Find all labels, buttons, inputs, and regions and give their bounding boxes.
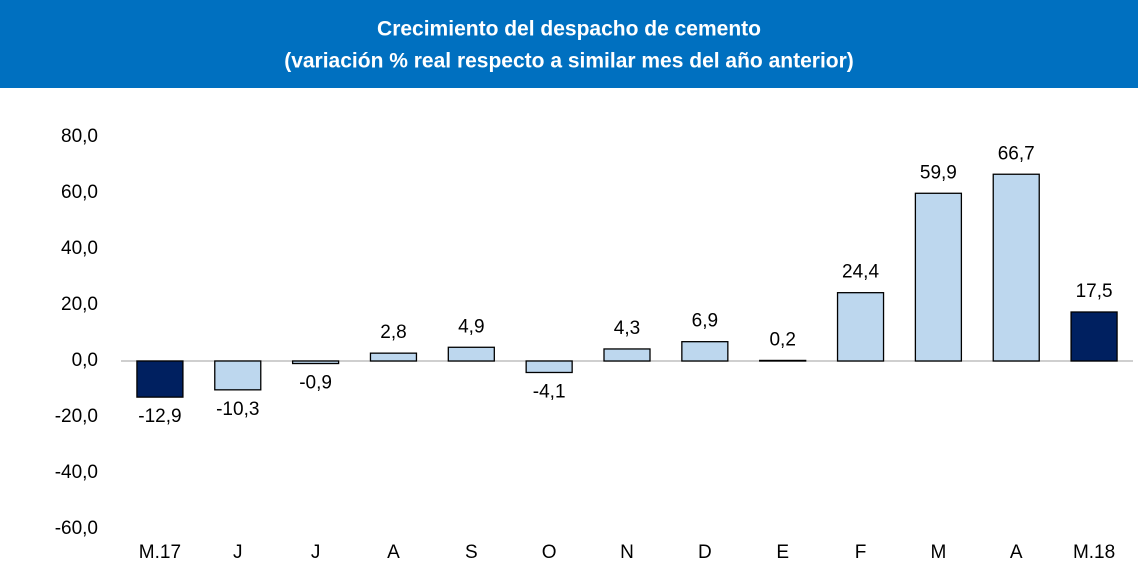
value-label: 17,5: [1076, 281, 1113, 302]
x-tick-label: J: [311, 542, 321, 563]
y-tick-label: 20,0: [61, 294, 98, 315]
value-label: 4,3: [614, 318, 640, 339]
value-label: 0,2: [769, 329, 795, 350]
x-tick-label: S: [465, 542, 478, 563]
x-tick-label: O: [542, 542, 557, 563]
value-label: 66,7: [998, 143, 1035, 164]
bar: [447, 346, 495, 362]
bar: [836, 292, 885, 362]
bar: [992, 173, 1040, 362]
y-tick-label: -40,0: [55, 462, 98, 483]
x-tick-label: M.17: [139, 542, 181, 563]
value-label: 24,4: [842, 262, 879, 283]
y-tick-label: -20,0: [55, 406, 98, 427]
x-tick-label: A: [387, 542, 400, 563]
y-tick-label: 0,0: [72, 350, 98, 371]
value-label: 6,9: [692, 311, 718, 332]
x-tick-label: D: [698, 542, 712, 563]
x-tick-label: J: [233, 542, 243, 563]
chart-subtitle: (variación % real respecto a similar mes…: [284, 50, 854, 73]
y-tick-label: -60,0: [55, 518, 98, 539]
x-tick-label: N: [620, 542, 634, 563]
chart-title: Crecimiento del despacho de cemento: [377, 18, 761, 41]
y-tick-label: 40,0: [61, 238, 98, 259]
x-tick-label: F: [855, 542, 867, 563]
value-label: -10,3: [216, 399, 259, 420]
x-tick-label: A: [1010, 542, 1023, 563]
bar: [136, 360, 184, 398]
bar: [525, 360, 573, 374]
bar: [214, 360, 262, 391]
bar: [603, 348, 651, 362]
value-label: -0,9: [299, 373, 332, 394]
title-banner: [0, 0, 1138, 88]
x-tick-label: M: [930, 542, 946, 563]
y-tick-label: 60,0: [61, 182, 98, 203]
value-label: -12,9: [138, 406, 181, 427]
bar: [914, 192, 963, 362]
bar: [759, 359, 807, 362]
bar: [1070, 311, 1118, 362]
bar: [291, 360, 340, 365]
x-tick-label: M.18: [1073, 542, 1115, 563]
bar: [369, 352, 418, 362]
bar: [681, 341, 729, 362]
value-label: 2,8: [380, 322, 406, 343]
value-label: -4,1: [533, 381, 566, 402]
value-label: 4,9: [458, 316, 484, 337]
x-tick-label: E: [776, 542, 789, 563]
y-tick-label: 80,0: [61, 126, 98, 147]
value-label: 59,9: [920, 162, 957, 183]
